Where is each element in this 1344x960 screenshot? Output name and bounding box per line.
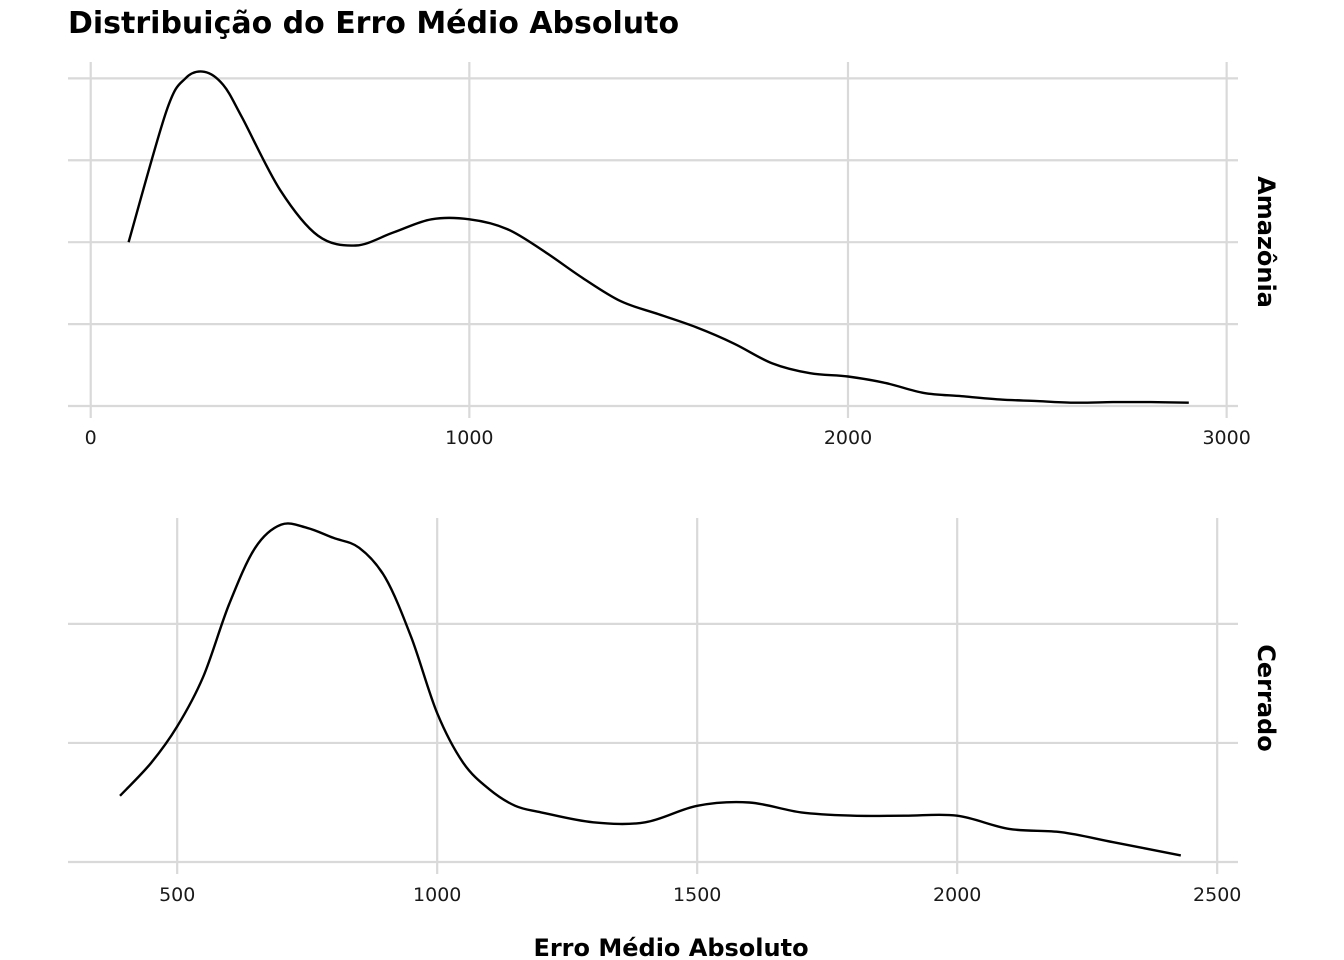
x-tick-label: 500: [159, 884, 195, 906]
facet-panel: 0 1000 2000 3000 Amazônia: [68, 62, 1280, 449]
facet-strip-label: Amazônia: [1252, 176, 1280, 308]
facet-panel: 500 1000 1500 2000 2500 Cerrado: [68, 518, 1280, 906]
x-tick-label: 1000: [413, 884, 461, 906]
x-axis-title: Erro Médio Absoluto: [533, 934, 808, 960]
density-curve: [119, 522, 1182, 857]
x-tick-label: 2000: [933, 884, 981, 906]
x-tick-label: 2000: [824, 427, 872, 449]
x-tick-label: 1000: [445, 427, 493, 449]
chart-title: Distribuição do Erro Médio Absoluto: [68, 6, 679, 41]
density-curve: [127, 70, 1189, 404]
facet-strip-label: Cerrado: [1252, 644, 1280, 751]
x-tick-label: 0: [85, 427, 97, 449]
x-tick-label: 1500: [673, 884, 721, 906]
x-tick-label: 2500: [1193, 884, 1241, 906]
facet-panels: 0 1000 2000 3000 Amazônia 500 1000 1500 2000 2500…: [68, 62, 1280, 906]
x-tick-label: 3000: [1202, 427, 1250, 449]
